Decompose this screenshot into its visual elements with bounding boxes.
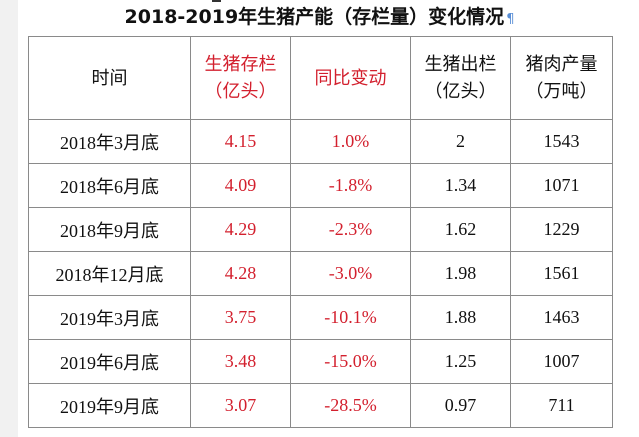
cell-out: 1.88 [410, 295, 511, 340]
header-out: 生猪出栏 （亿头） [410, 36, 511, 120]
cell-time: 2019年6月底 [28, 339, 191, 384]
cell-yoy: 1.0% [290, 119, 411, 164]
cell-time: 2018年9月底 [28, 207, 191, 252]
cell-time: 2018年6月底 [28, 163, 191, 208]
cell-stock: 3.07 [190, 383, 291, 428]
cell-yoy: -28.5% [290, 383, 411, 428]
header-time: 时间 [28, 36, 191, 120]
table-row: 2018年9月底 4.29 -2.3% 1.62 1229 [28, 207, 613, 252]
cell-out: 2 [410, 119, 511, 164]
cell-pork: 1229 [510, 207, 613, 252]
cell-pork: 711 [510, 383, 613, 428]
table-row: 2019年3月底 3.75 -10.1% 1.88 1463 [28, 295, 613, 340]
table-row: 2018年6月底 4.09 -1.8% 1.34 1071 [28, 163, 613, 208]
cell-out: 1.62 [410, 207, 511, 252]
cell-yoy: -10.1% [290, 295, 411, 340]
table-title-text: 2018-2019年生猪产能（存栏量）变化情况 [124, 6, 505, 28]
cell-stock: 3.75 [190, 295, 291, 340]
table-row: 2018年3月底 4.15 1.0% 2 1543 [28, 119, 613, 164]
cell-pork: 1463 [510, 295, 613, 340]
header-row: 时间 生猪存栏 （亿头） 同比变动 生猪出栏 （亿头） 猪肉产量 （万吨） [28, 36, 613, 120]
cell-stock: 3.48 [190, 339, 291, 384]
cell-pork: 1561 [510, 251, 613, 296]
cell-time: 2018年12月底 [28, 251, 191, 296]
table-title: 2018-2019年生猪产能（存栏量）变化情况 ¶ [0, 4, 639, 33]
cell-stock: 4.29 [190, 207, 291, 252]
cursor-mark [212, 0, 221, 2]
cell-out: 1.98 [410, 251, 511, 296]
table-row: 2019年9月底 3.07 -28.5% 0.97 711 [28, 383, 613, 428]
cell-stock: 4.28 [190, 251, 291, 296]
cell-stock: 4.09 [190, 163, 291, 208]
cell-out: 0.97 [410, 383, 511, 428]
cell-pork: 1071 [510, 163, 613, 208]
cell-time: 2019年3月底 [28, 295, 191, 340]
cell-yoy: -15.0% [290, 339, 411, 384]
cell-yoy: -1.8% [290, 163, 411, 208]
pig-capacity-table: 时间 生猪存栏 （亿头） 同比变动 生猪出栏 （亿头） 猪肉产量 （万吨） 2018年… [28, 36, 613, 428]
cell-pork: 1543 [510, 119, 613, 164]
cell-out: 1.34 [410, 163, 511, 208]
paragraph-mark-icon: ¶ [506, 12, 515, 27]
header-stock: 生猪存栏 （亿头） [190, 36, 291, 120]
cell-stock: 4.15 [190, 119, 291, 164]
cell-out: 1.25 [410, 339, 511, 384]
cell-yoy: -3.0% [290, 251, 411, 296]
table-row: 2018年12月底 4.28 -3.0% 1.98 1561 [28, 251, 613, 296]
page-margin [0, 0, 18, 437]
header-yoy: 同比变动 [290, 36, 411, 120]
table-row: 2019年6月底 3.48 -15.0% 1.25 1007 [28, 339, 613, 384]
cell-yoy: -2.3% [290, 207, 411, 252]
cell-pork: 1007 [510, 339, 613, 384]
cell-time: 2018年3月底 [28, 119, 191, 164]
cell-time: 2019年9月底 [28, 383, 191, 428]
header-pork: 猪肉产量 （万吨） [510, 36, 613, 120]
